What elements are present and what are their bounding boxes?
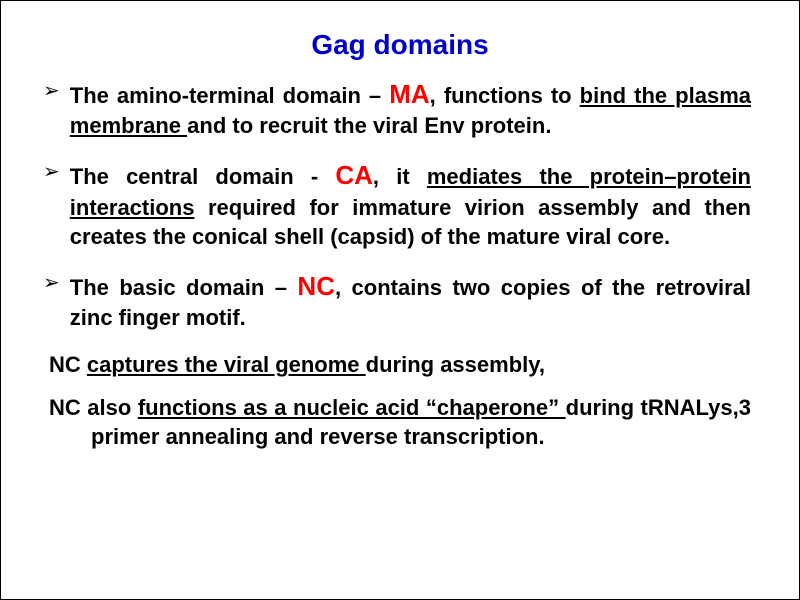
bullet-item: ➢ The amino-terminal domain – MA, functi…: [49, 77, 751, 140]
underlined-text: captures the viral genome: [87, 352, 366, 377]
text-run: and to recruit the viral Env protein.: [187, 113, 551, 138]
chevron-right-icon: ➢: [43, 77, 60, 140]
bullet-text: The basic domain – NC, contains two copi…: [70, 269, 751, 332]
domain-code: NC: [297, 271, 335, 301]
domain-code: MA: [389, 79, 429, 109]
text-run: The basic domain –: [70, 275, 298, 300]
underlined-text: functions as a nucleic acid “chaperone”: [138, 395, 566, 420]
domain-code: CA: [335, 160, 373, 190]
text-run: , functions to: [430, 83, 580, 108]
paragraph: NC also functions as a nucleic acid “cha…: [49, 393, 751, 451]
text-run: The amino-terminal domain –: [70, 83, 389, 108]
text-run: , it: [373, 164, 427, 189]
bullet-item: ➢ The basic domain – NC, contains two co…: [49, 269, 751, 332]
text-run: NC also: [49, 395, 138, 420]
text-run: during assembly,: [366, 352, 545, 377]
slide-title: Gag domains: [49, 29, 751, 61]
text-run: NC: [49, 352, 87, 377]
bullet-item: ➢ The central domain - CA, it mediates t…: [49, 158, 751, 250]
bullet-text: The amino-terminal domain – MA, function…: [70, 77, 751, 140]
chevron-right-icon: ➢: [43, 269, 60, 332]
chevron-right-icon: ➢: [43, 158, 60, 250]
paragraph: NC captures the viral genome during asse…: [49, 350, 751, 379]
bullet-text: The central domain - CA, it mediates the…: [70, 158, 751, 250]
text-run: The central domain -: [70, 164, 336, 189]
